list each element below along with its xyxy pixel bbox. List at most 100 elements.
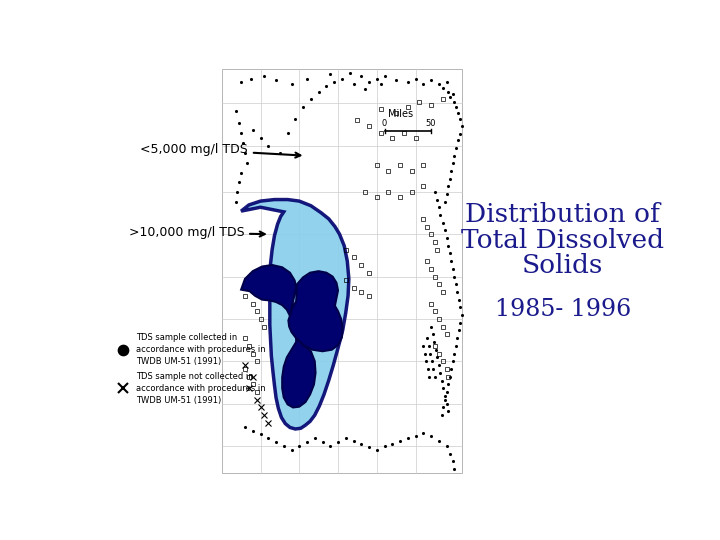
Point [441,234,452,242]
Point [442,407,454,416]
Point [410,75,421,83]
Point [452,108,464,117]
Point [117,346,128,354]
Text: Total Dissolved: Total Dissolved [462,228,665,253]
Point [286,80,297,89]
Point [433,436,444,445]
Point [328,77,340,86]
Text: 1985- 1996: 1985- 1996 [495,298,631,321]
Point [439,226,451,235]
Point [447,357,459,366]
Point [317,438,328,447]
Text: Solids: Solids [522,253,603,278]
Point [340,434,351,443]
Point [359,85,371,94]
Point [441,190,452,199]
Point [423,373,435,381]
Point [246,75,257,83]
Point [419,349,431,358]
Point [423,341,434,350]
Point [247,426,258,435]
Point [456,310,468,319]
Point [444,373,455,381]
Point [430,346,441,354]
Point [305,95,317,104]
Point [421,334,433,342]
Point [270,76,282,85]
Point [297,103,309,111]
Point [431,195,443,204]
Point [325,70,336,78]
FancyBboxPatch shape [222,69,462,473]
Text: 50: 50 [426,119,436,129]
Point [239,422,251,431]
Point [233,118,245,127]
Point [436,411,448,420]
Point [451,334,463,342]
Point [410,431,421,440]
Point [240,159,252,168]
Text: <5,000 mg/l TDS: <5,000 mg/l TDS [140,143,300,158]
Point [441,399,452,408]
Point [427,330,438,339]
Point [449,97,460,106]
Point [428,364,439,373]
Point [455,130,467,138]
Point [445,449,456,458]
Text: Distribution of: Distribution of [465,202,660,227]
Point [233,178,245,186]
Point [455,114,467,123]
Point [439,392,451,400]
Point [433,203,444,212]
Point [447,159,459,168]
Point [438,384,449,393]
Point [420,357,432,366]
Point [439,198,451,206]
Point [371,75,382,83]
Point [426,431,437,440]
Point [320,82,332,91]
Point [379,442,390,450]
Point [429,187,441,196]
Polygon shape [241,200,349,429]
Point [422,364,433,373]
Point [395,436,406,445]
Point [450,280,462,288]
Point [239,149,251,158]
Point [235,168,247,177]
Point [449,349,460,358]
Point [255,133,266,142]
Point [456,122,468,131]
Point [442,241,454,250]
Point [449,465,460,474]
Point [375,80,387,89]
Point [348,80,359,89]
Point [402,77,413,86]
Point [301,75,312,83]
Point [445,93,456,102]
Point [455,303,467,312]
Point [230,107,241,116]
Point [447,265,459,273]
Point [436,376,448,385]
Point [255,430,266,438]
Point [441,77,452,86]
Point [426,322,437,331]
Point [455,319,467,327]
Point [442,182,454,191]
Point [444,174,455,183]
Point [356,440,367,448]
Point [325,442,336,450]
Point [247,126,258,134]
Point [453,326,464,335]
Point [431,353,443,362]
Point [364,442,375,451]
Point [371,446,382,454]
Point [426,76,437,85]
Point [442,380,454,389]
Point [441,442,452,450]
Point [450,144,462,152]
Point [433,361,444,369]
Point [450,103,462,111]
Point [232,187,243,196]
